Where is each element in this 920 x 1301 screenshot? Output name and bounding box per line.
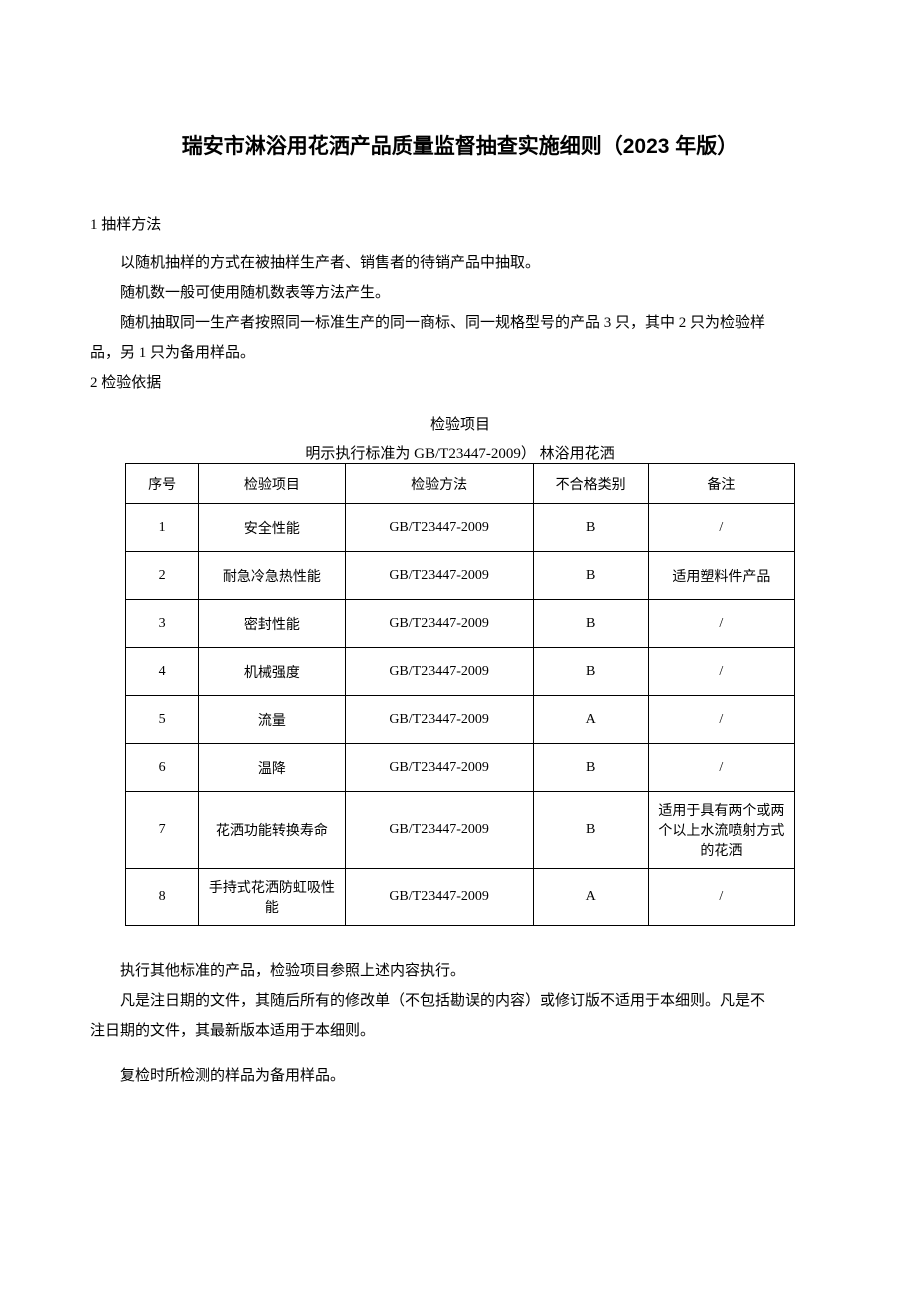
cell-method: GB/T23447-2009 [345, 600, 533, 648]
cell-note: 适用于具有两个或两个以上水流喷射方式的花洒 [648, 792, 794, 869]
after-para-2b: 注日期的文件，其最新版本适用于本细则。 [90, 1016, 830, 1046]
section-1-para-2: 随机数一般可使用随机数表等方法产生。 [90, 278, 830, 308]
cell-item: 耐急冷急热性能 [199, 552, 345, 600]
cell-item: 机械强度 [199, 648, 345, 696]
cell-item: 温降 [199, 744, 345, 792]
cell-note: / [648, 696, 794, 744]
table-title: 检验项目 [90, 413, 830, 434]
cell-method: GB/T23447-2009 [345, 504, 533, 552]
cell-method: GB/T23447-2009 [345, 648, 533, 696]
cell-method: GB/T23447-2009 [345, 869, 533, 926]
table-row: 4 机械强度 GB/T23447-2009 B / [126, 648, 795, 696]
after-para-3: 复检时所检测的样品为备用样品。 [90, 1061, 830, 1091]
cell-category: B [533, 504, 648, 552]
header-method: 检验方法 [345, 464, 533, 504]
section-1-para-1: 以随机抽样的方式在被抽样生产者、销售者的待销产品中抽取。 [90, 248, 830, 278]
cell-note: / [648, 744, 794, 792]
cell-seq: 2 [126, 552, 199, 600]
section-1-heading: 1 抽样方法 [90, 210, 830, 240]
header-category: 不合格类别 [533, 464, 648, 504]
table-row: 1 安全性能 GB/T23447-2009 B / [126, 504, 795, 552]
cell-method: GB/T23447-2009 [345, 696, 533, 744]
header-seq: 序号 [126, 464, 199, 504]
cell-seq: 3 [126, 600, 199, 648]
cell-method: GB/T23447-2009 [345, 744, 533, 792]
cell-category: B [533, 744, 648, 792]
inspection-table: 序号 检验项目 检验方法 不合格类别 备注 1 安全性能 GB/T23447-2… [125, 463, 795, 926]
cell-method: GB/T23447-2009 [345, 792, 533, 869]
section-2-heading: 2 检验依据 [90, 368, 830, 398]
section-1-para-3b: 品，另 1 只为备用样品。 [90, 338, 830, 368]
cell-seq: 6 [126, 744, 199, 792]
cell-note: / [648, 600, 794, 648]
cell-category: B [533, 600, 648, 648]
after-para-1: 执行其他标准的产品，检验项目参照上述内容执行。 [90, 956, 830, 986]
after-para-2a: 凡是注日期的文件，其随后所有的修改单（不包括勘误的内容）或修订版不适用于本细则。… [90, 986, 830, 1016]
header-note: 备注 [648, 464, 794, 504]
document-title: 瑞安市淋浴用花洒产品质量监督抽查实施细则（2023 年版） [90, 130, 830, 160]
section-1-para-3a: 随机抽取同一生产者按照同一标准生产的同一商标、同一规格型号的产品 3 只，其中 … [90, 308, 830, 338]
table-row: 2 耐急冷急热性能 GB/T23447-2009 B 适用塑料件产品 [126, 552, 795, 600]
cell-item: 流量 [199, 696, 345, 744]
table-row: 3 密封性能 GB/T23447-2009 B / [126, 600, 795, 648]
table-row: 7 花洒功能转换寿命 GB/T23447-2009 B 适用于具有两个或两个以上… [126, 792, 795, 869]
cell-category: B [533, 792, 648, 869]
table-subtitle: 明示执行标准为 GB/T23447-2009） 林浴用花洒 [90, 442, 830, 463]
table-header-row: 序号 检验项目 检验方法 不合格类别 备注 [126, 464, 795, 504]
cell-category: A [533, 696, 648, 744]
cell-note: 适用塑料件产品 [648, 552, 794, 600]
cell-item: 密封性能 [199, 600, 345, 648]
cell-item: 手持式花洒防虹吸性能 [199, 869, 345, 926]
cell-note: / [648, 869, 794, 926]
header-item: 检验项目 [199, 464, 345, 504]
cell-seq: 7 [126, 792, 199, 869]
cell-note: / [648, 648, 794, 696]
table-row: 5 流量 GB/T23447-2009 A / [126, 696, 795, 744]
cell-seq: 4 [126, 648, 199, 696]
table-row: 6 温降 GB/T23447-2009 B / [126, 744, 795, 792]
cell-item: 花洒功能转换寿命 [199, 792, 345, 869]
table-row: 8 手持式花洒防虹吸性能 GB/T23447-2009 A / [126, 869, 795, 926]
cell-note: / [648, 504, 794, 552]
cell-category: A [533, 869, 648, 926]
cell-seq: 1 [126, 504, 199, 552]
cell-method: GB/T23447-2009 [345, 552, 533, 600]
cell-category: B [533, 648, 648, 696]
cell-seq: 5 [126, 696, 199, 744]
cell-item: 安全性能 [199, 504, 345, 552]
cell-seq: 8 [126, 869, 199, 926]
cell-category: B [533, 552, 648, 600]
